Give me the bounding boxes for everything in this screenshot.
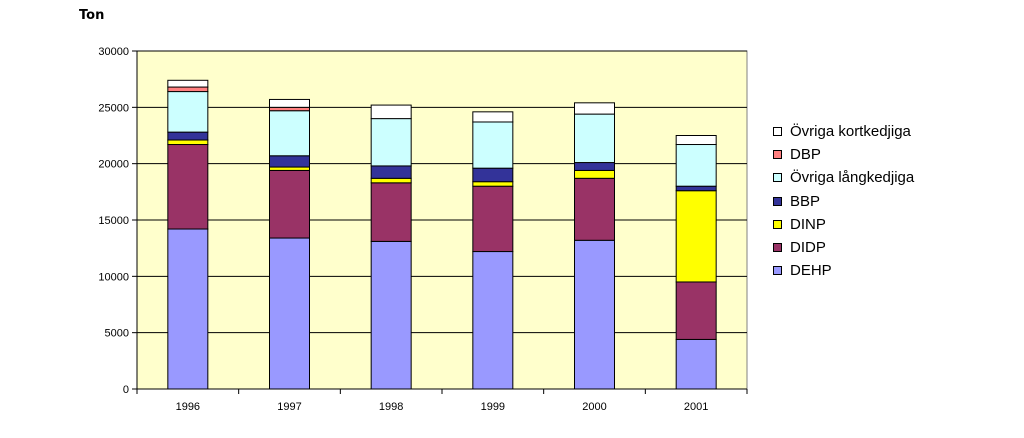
bar-segment-dinp-1998 [370,177,412,184]
legend-swatch [773,243,782,253]
y-tick-label: 5000 [105,328,129,340]
bar-segment-bbp-2000 [574,162,615,171]
bar-segment-dbp-1996 [167,86,209,93]
bar-segment-bbp-1996 [167,131,209,141]
bar-segment--vriga-l-ngkedjiga-1999 [472,121,514,169]
bar-segment-bbp-2001 [675,185,717,192]
legend-swatch [773,219,782,229]
bar-segment-didp-1997 [269,169,310,239]
bar-segment-didp-1996 [167,144,209,230]
bar-segment-dehp-1998 [370,240,412,390]
bar-segment-dinp-1999 [472,181,514,187]
legend-label: Övriga långkedjiga [790,169,915,187]
y-tick-label: 0 [123,384,129,396]
legend-item: DIDP [773,236,914,259]
legend-swatch [773,266,782,276]
legend-swatch [773,150,782,160]
bar-segment--vriga-kortkedjiga-1996 [167,79,209,88]
legend-item: DEHP [773,259,914,282]
legend-label: DINP [790,215,826,233]
legend-label: BBP [790,192,821,210]
legend-label: DIDP [790,239,826,257]
legend-item: DINP [773,213,914,236]
x-tick-label: 1997 [277,401,301,413]
bar-segment--vriga-kortkedjiga-2000 [574,102,615,115]
legend-item: Övriga långkedjiga [773,166,914,189]
bar-segment--vriga-kortkedjiga-1998 [370,104,412,120]
legend-item: BBP [773,190,914,213]
y-axis-title: Ton [79,8,105,23]
bar-segment-bbp-1999 [472,167,514,183]
bar-segment--vriga-l-ngkedjiga-2000 [574,113,615,164]
bar-segment-dinp-1997 [269,166,310,171]
bar-segment-didp-1999 [472,185,514,253]
bar-segment-didp-1998 [370,182,412,242]
x-tick-label: 2000 [582,401,606,413]
x-tick-label: 1996 [176,401,200,413]
bar-segment--vriga-kortkedjiga-1997 [269,98,310,108]
x-tick-label: 1999 [481,401,505,413]
legend: Övriga kortkedjiga DBP Övriga långkedjiga B… [773,120,914,282]
bar-segment--vriga-l-ngkedjiga-1996 [167,91,209,133]
y-tick-label: 30000 [98,46,129,58]
bar-segment-bbp-1998 [370,165,412,179]
bar-segment-dbp-1997 [269,106,310,112]
legend-item: DBP [773,143,914,166]
bar-segment--vriga-kortkedjiga-2001 [675,135,717,146]
bar-segment-didp-2000 [574,177,615,241]
bar-segment--vriga-kortkedjiga-1999 [472,111,514,123]
bar-segment-dehp-2000 [574,239,615,390]
legend-label: DBP [790,146,821,164]
y-tick-label: 25000 [98,102,129,114]
bar-segment--vriga-l-ngkedjiga-1997 [269,110,310,157]
bar-segment-dehp-1996 [167,228,209,390]
y-tick-label: 15000 [98,215,129,227]
y-tick-label: 20000 [98,159,129,171]
x-tick-label: 2001 [684,401,708,413]
bar-segment-bbp-1997 [269,155,310,168]
bar-segment-dinp-2001 [675,190,717,283]
bar-segment-dehp-1999 [472,251,514,390]
bar-segment-dehp-1997 [269,237,310,390]
x-tick-label: 1998 [379,401,403,413]
legend-swatch [773,127,782,137]
legend-item: Övriga kortkedjiga [773,120,914,143]
bar-segment--vriga-l-ngkedjiga-1998 [370,118,412,167]
legend-label: Övriga kortkedjiga [790,123,911,141]
bar-segment-didp-2001 [675,281,717,340]
legend-swatch [773,196,782,206]
bar-segment-dinp-1996 [167,139,209,146]
legend-swatch [773,173,782,183]
bar-segment-dinp-2000 [574,169,615,179]
bar-segment--vriga-l-ngkedjiga-2001 [675,144,717,187]
bar-segment-dehp-2001 [675,338,717,390]
y-tick-label: 10000 [98,271,129,283]
legend-label: DEHP [790,262,832,280]
